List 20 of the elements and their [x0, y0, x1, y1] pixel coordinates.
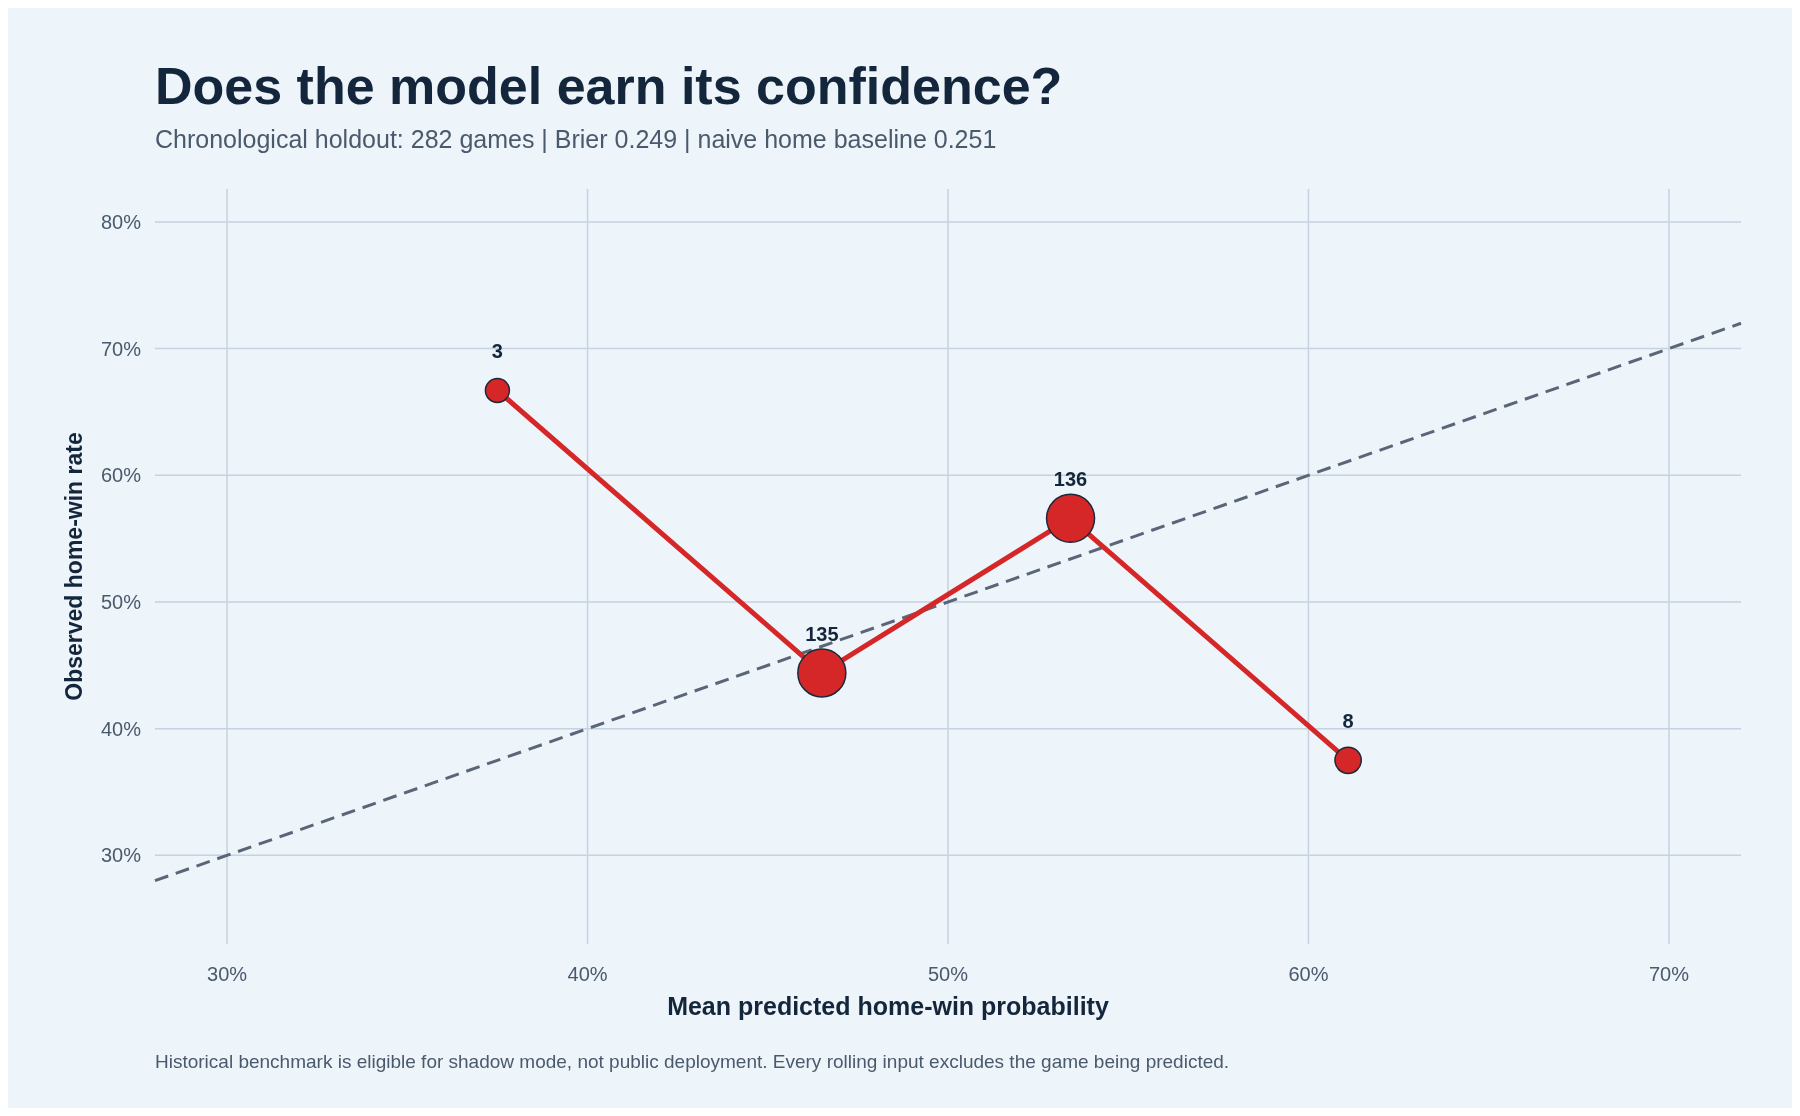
- y-tick-label: 50%: [100, 590, 142, 613]
- y-axis-title: Observed home-win rate: [61, 432, 87, 701]
- y-tick-label: 80%: [100, 210, 142, 233]
- annotation: 8: [1342, 710, 1354, 733]
- annotation: 3: [491, 340, 503, 363]
- annotation: 136: [1053, 468, 1088, 491]
- y-tick-label: 30%: [100, 844, 142, 867]
- annotation: 135: [805, 622, 839, 645]
- y-tick-label: 70%: [100, 337, 142, 360]
- chart-subtitle: Chronological holdout: 282 games | Brier 0.249 | naive home baseline 0.251: [155, 125, 997, 153]
- y-tick-label: 40%: [100, 717, 142, 740]
- x-axis-title: Mean predicted home-win probability: [667, 992, 1109, 1020]
- x-tick-label: 70%: [1648, 963, 1690, 985]
- chart-title: Does the model earn its confidence?: [155, 57, 1063, 115]
- x-tick-label: 60%: [1288, 963, 1329, 985]
- x-tick-label: 50%: [927, 963, 969, 985]
- x-tick-label: 40%: [567, 963, 608, 985]
- y-tick-label: 60%: [100, 464, 142, 487]
- x-tick-label: 30%: [207, 963, 248, 985]
- text: Historical benchmark is eligible for shadow mode, not public deployment. Every rolling input excludes the game being predicted.: [155, 1051, 1230, 1072]
